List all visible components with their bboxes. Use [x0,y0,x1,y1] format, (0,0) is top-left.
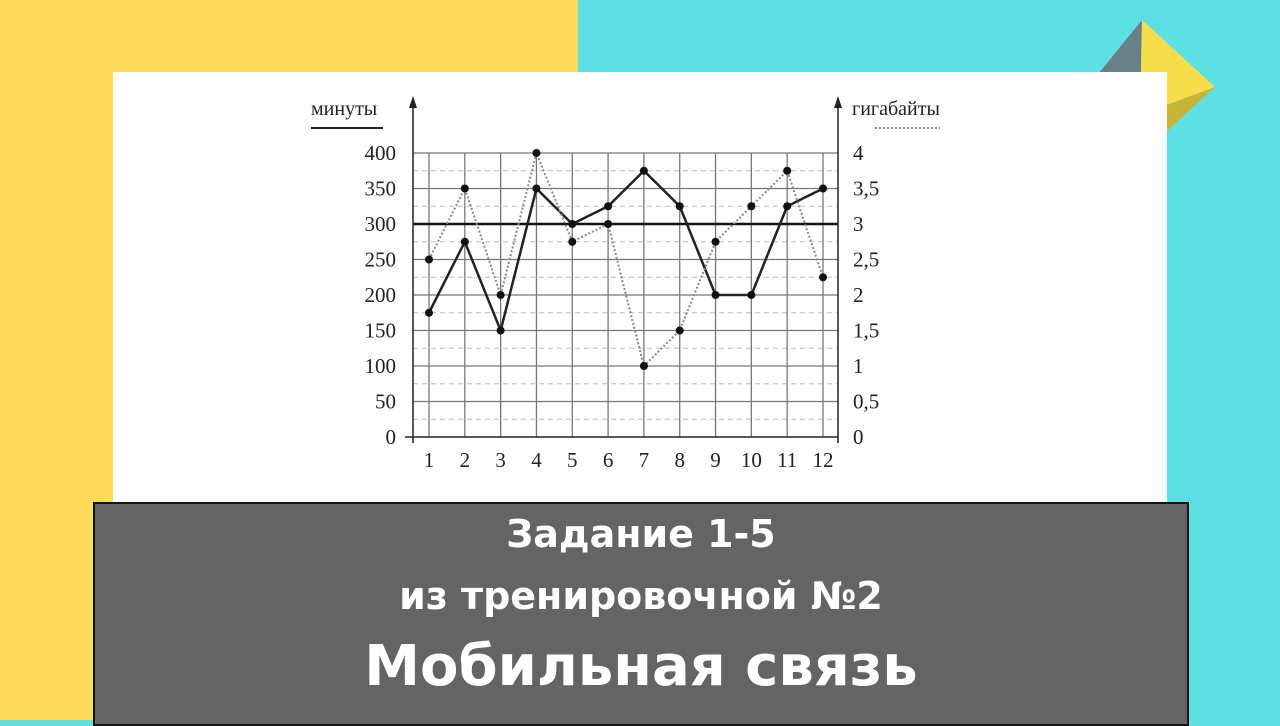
y-right-tick-label: 2 [853,283,864,307]
minutes-point [496,326,505,335]
x-tick-label: 7 [639,448,650,472]
gigabytes-point [711,237,720,246]
y-left-tick-label: 150 [365,319,397,343]
x-tick-label: 5 [567,448,578,472]
minutes-point [639,166,648,175]
banner-title: Мобильная связь [364,634,918,699]
y-left-tick-label: 300 [365,212,397,236]
gigabytes-point [819,273,827,282]
y-right-tick-label: 1 [853,354,864,378]
y-left-tick-label: 250 [365,248,397,272]
minutes-point [425,308,433,317]
y-left-tick-label: 200 [365,283,397,307]
y-right-tick-label: 3,5 [853,177,879,201]
gigabytes-point [425,255,433,264]
x-tick-label: 8 [674,448,685,472]
y-right-tick-label: 2,5 [853,248,879,272]
y-right-tick-label: 0 [853,425,864,449]
gigabytes-point [568,237,577,246]
series-minutes-line [427,168,824,335]
chart-panel: 0 50 100 150 200 250 300 350 400 0 0,5 1 1,5 2 2,5 3 3,5… [113,72,1167,512]
y-left-tick-label: 0 [386,425,397,449]
x-tick-label: 6 [603,448,614,472]
minutes-point [568,220,577,228]
y-right-tick-label: 4 [853,141,864,165]
y-left-axis-label: минуты [311,98,377,120]
left-axis-arrow [409,96,417,108]
x-tick-label: 2 [460,448,471,472]
gigabytes-point [496,291,505,299]
y-right-tick-label: 0,5 [853,390,879,414]
x-tick-label: 3 [495,448,506,472]
minutes-point [783,202,792,211]
y-left-tick-label: 400 [365,141,397,165]
x-tick-label: 12 [813,448,834,472]
minutes-point [460,237,469,246]
x-tick-label: 1 [424,448,435,472]
minutes-point [604,202,613,211]
minutes-point [675,202,684,211]
title-banner: Задание 1-5 из тренировочной №2 Мобильна… [93,502,1189,726]
minutes-point [532,184,541,193]
x-tick-label: 11 [777,448,797,472]
y-left-tick-label: 350 [365,177,397,201]
y-right-tick-label: 3 [853,212,864,236]
minutes-point [747,291,756,299]
x-tick-label: 4 [531,448,542,472]
chart: 0 50 100 150 200 250 300 350 400 0 0,5 1 1,5 2 2,5 3 3,5… [311,96,940,472]
right-axis-arrow [834,96,842,108]
gigabytes-point [460,184,469,193]
y-left-tick-label: 100 [365,354,397,378]
gigabytes-point [747,202,756,211]
minutes-point [711,291,720,299]
gigabytes-point [604,220,613,228]
gigabytes-point [639,362,648,370]
minutes-point [819,184,827,193]
y-right-axis-label: гигабайты [852,98,940,120]
gigabytes-point [675,326,684,335]
banner-line-2: из тренировочной №2 [399,574,883,618]
gigabytes-point [532,149,541,157]
y-right-tick-label: 1,5 [853,319,879,343]
gigabytes-point [783,166,792,175]
banner-line-1: Задание 1-5 [506,512,776,556]
series-gigabytes-line [428,149,824,368]
x-tick-label: 10 [741,448,762,472]
y-left-tick-label: 50 [375,390,396,414]
x-tick-label: 9 [710,448,721,472]
